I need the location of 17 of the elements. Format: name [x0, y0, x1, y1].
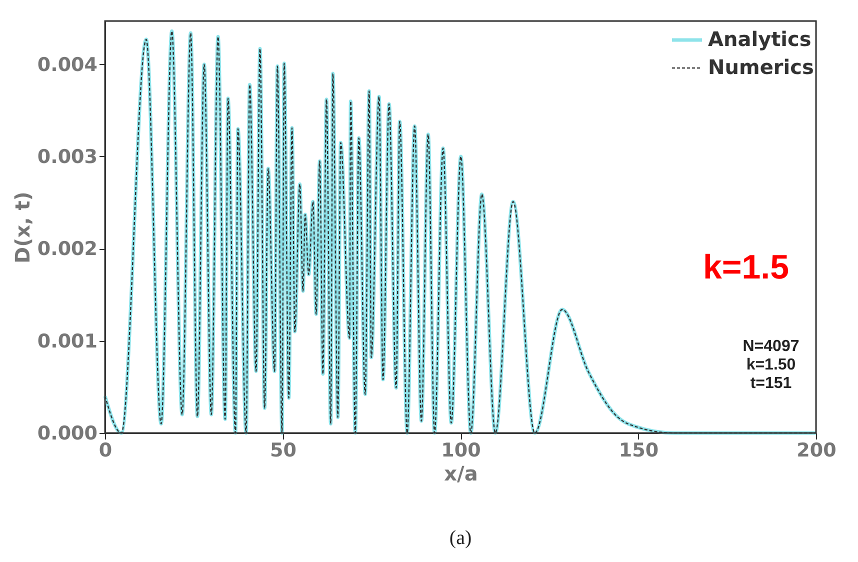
- y-axis-title: D(x, t): [10, 192, 34, 264]
- y-tick-label: 0.002: [37, 238, 98, 260]
- y-tick-label: 0.000: [37, 422, 98, 444]
- y-tick-label: 0.003: [37, 146, 98, 168]
- annotation: k=1.5: [702, 248, 790, 287]
- x-tick-label: 50: [270, 440, 296, 462]
- x-tick-label: 0: [98, 440, 112, 462]
- text: (a): [449, 527, 472, 549]
- y-tick-label: 0.004: [37, 54, 98, 76]
- x-axis-title: x/a: [444, 462, 478, 486]
- legend-label: Numerics: [708, 55, 814, 79]
- legend-label: Analytics: [708, 27, 812, 51]
- x-tick-label: 150: [618, 440, 659, 462]
- x-tick-label: 100: [441, 440, 481, 462]
- annotation: N=4097 k=1.50 t=151: [742, 338, 800, 392]
- y-tick-label: 0.001: [37, 330, 98, 352]
- x-tick-label: 200: [796, 440, 836, 462]
